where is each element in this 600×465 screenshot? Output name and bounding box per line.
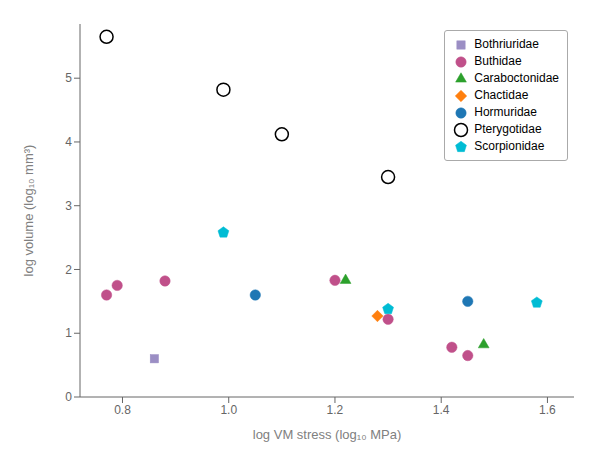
svg-text:1.4: 1.4 [433,403,450,417]
svg-text:log VM stress (log₁₀ MPa): log VM stress (log₁₀ MPa) [253,427,401,442]
html-text:Scorpionidae: Scorpionidae [474,139,545,153]
svg-text:1.0: 1.0 [220,403,237,417]
svg-text:4: 4 [65,135,72,149]
svg-text:5: 5 [65,71,72,85]
html-text:Caraboctonidae: Caraboctonidae [474,71,559,85]
html-text:Bothriuridae: Bothriuridae [474,37,539,51]
svg-text:3: 3 [65,199,72,213]
svg-text:log volume (log₁₀ mm³): log volume (log₁₀ mm³) [21,145,36,277]
svg-text:0: 0 [65,390,72,404]
html-text:Chactidae: Chactidae [474,88,529,102]
svg-text:1.6: 1.6 [539,403,556,417]
svg-text:0.8: 0.8 [114,403,131,417]
html-text:Buthidae: Buthidae [474,54,522,68]
html-text:Pterygotidae: Pterygotidae [474,122,542,136]
svg-text:2: 2 [65,263,72,277]
svg-text:1.2: 1.2 [327,403,344,417]
svg-text:1: 1 [65,326,72,340]
html-text:Hormuridae: Hormuridae [474,105,537,119]
